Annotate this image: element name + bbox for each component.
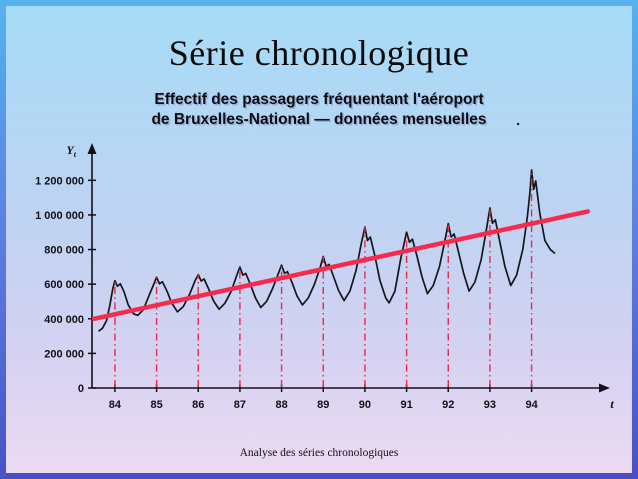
page-title: Série chronologique [168,33,470,73]
y-tick-label: 1 200 000 [35,175,84,187]
x-tick-label: 93 [484,399,496,411]
y-tick-label: 0 [78,383,84,395]
x-tick-label: 94 [525,399,538,411]
y-axis-label: Yt [66,143,76,159]
x-tick-label: 87 [234,399,246,411]
time-series-chart-svg: 0 200 000 400 000 600 000 800 000 1 000 000 1 … [35,143,614,411]
series-line [98,169,556,332]
y-tick-label: 400 000 [44,314,84,326]
y-tick-label: 1 000 000 [35,210,84,222]
x-tick-label: 86 [192,399,204,411]
time-series-chart: 0 200 000 400 000 600 000 800 000 1 000 000 1 … [22,136,622,428]
trend-line [91,209,591,322]
x-tick-label: 88 [275,399,287,411]
y-tick-label: 200 000 [44,348,84,360]
x-axis-arrow [599,383,610,393]
y-tick-label: 600 000 [44,279,84,291]
stray-dot: . [516,112,520,128]
x-tick-label: 90 [359,399,371,411]
y-axis-arrow [87,143,97,154]
subtitle-line-1: Effectif des passagers fréquentant l'aér… [154,91,484,108]
x-axis-label: t [610,397,614,411]
x-tick-label: 84 [109,399,122,411]
footer-text: Analyse des séries chronologiques [239,447,399,459]
y-tick-label: 800 000 [44,245,84,257]
x-tick-label: 85 [150,399,162,411]
x-tick-label: 91 [400,399,412,411]
slide: Série chronologique Effectif des passage… [6,6,632,473]
chart-subtitle: Effectif des passagers fréquentant l'aér… [6,90,632,130]
subtitle-line-2: de Bruxelles-National — données mensuell… [151,111,487,128]
x-tick-label: 89 [317,399,329,411]
x-tick-label: 92 [442,399,454,411]
